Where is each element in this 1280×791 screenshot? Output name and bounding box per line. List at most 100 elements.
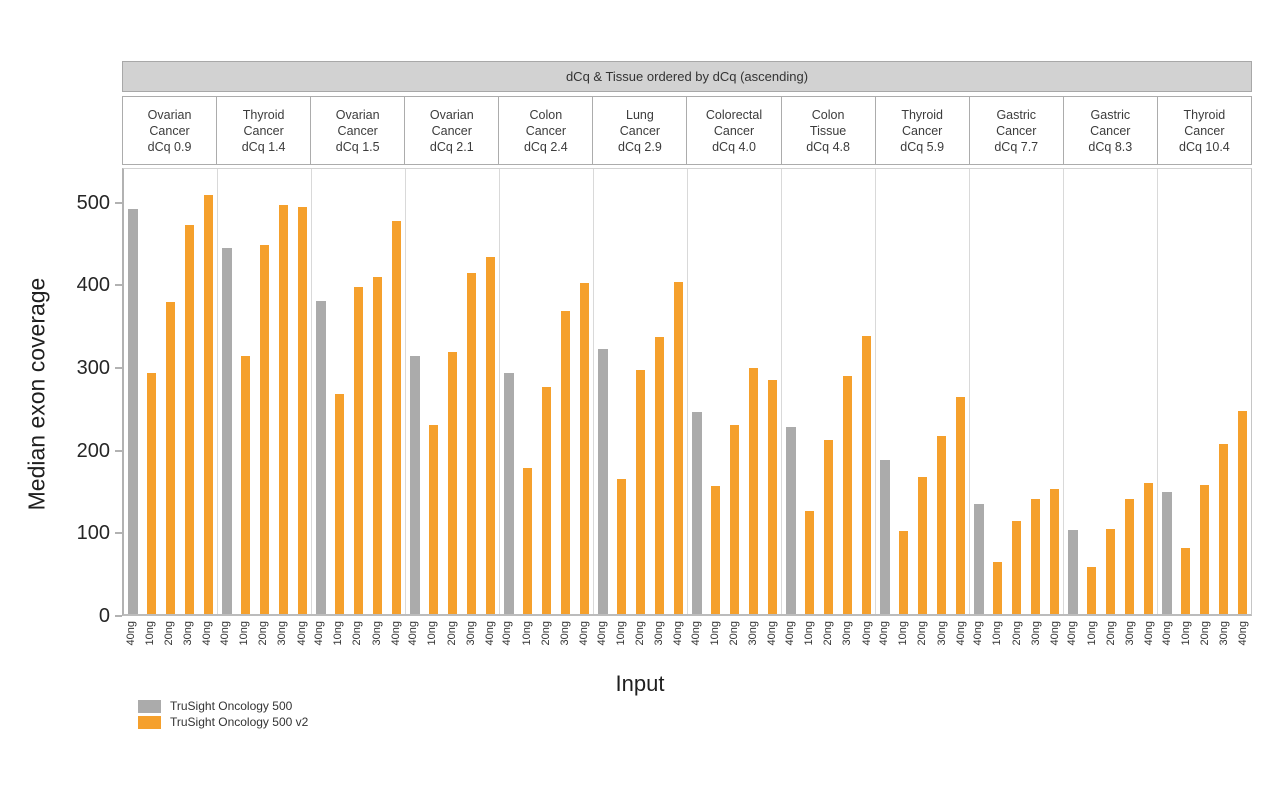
- bar: [1124, 499, 1135, 614]
- x-tick-label: 30ng: [653, 621, 666, 646]
- bar: [598, 349, 608, 614]
- x-tick-slot: 20ng: [916, 621, 929, 667]
- x-tick-slot: 40ng: [766, 621, 778, 667]
- facet-tissue-line: Cancer: [713, 123, 755, 138]
- x-tick-slot: 30ng: [747, 621, 760, 667]
- x-tick-slot: 20ng: [446, 621, 458, 667]
- facet-label-cell: Colon Tissue dCq 4.8: [782, 97, 876, 164]
- x-tick-slot: 40ng: [784, 621, 796, 667]
- x-tick-group: 40ng 10ng 20ng 30ng 40ng: [875, 621, 969, 667]
- x-tick-label: 30ng: [182, 621, 195, 646]
- x-tick-slot: 20ng: [1105, 621, 1117, 667]
- x-tick-slot: 10ng: [520, 621, 533, 667]
- x-tick-group: 40ng 10ng 20ng 30ng 40ng: [781, 621, 875, 667]
- x-tick-slot: 40ng: [501, 621, 513, 667]
- bar: [541, 386, 552, 614]
- facet-dcq-label: dCq 1.5: [335, 139, 380, 154]
- facet-tissue-line: Colorectal: [705, 107, 763, 122]
- bar: [842, 375, 853, 614]
- facet-panel: [688, 169, 782, 614]
- facet-panel: [500, 169, 594, 614]
- x-tick-slot: 40ng: [390, 621, 402, 667]
- facet-tissue-line: Cancer: [1090, 123, 1131, 138]
- facet-label-cell: Ovarian Cancer dCq 2.1: [405, 97, 500, 164]
- x-tick-label: 20ng: [916, 621, 929, 646]
- bar: [786, 427, 796, 614]
- x-tick-label: 40ng: [1143, 621, 1156, 646]
- x-tick-label: 40ng: [1066, 621, 1079, 646]
- x-tick-slot: 30ng: [1218, 621, 1230, 667]
- bar: [410, 355, 420, 614]
- facet-dcq-label: dCq 0.9: [147, 139, 192, 154]
- bar: [673, 281, 683, 614]
- x-tick-label: 40ng: [954, 621, 967, 646]
- facet-tissue-line: Cancer: [996, 123, 1037, 138]
- x-tick-label: 40ng: [218, 621, 231, 646]
- facet-dcq-label: dCq 10.4: [1179, 139, 1230, 154]
- facet-tissue-line: Colon: [811, 107, 845, 122]
- facet-panel: [124, 169, 218, 614]
- bar: [1011, 520, 1022, 614]
- x-tick-label: 20ng: [351, 621, 364, 646]
- x-tick-label: 20ng: [1010, 621, 1023, 646]
- facet-label-cell: Thyroid Cancer dCq 10.4: [1158, 97, 1251, 164]
- x-tick-label: 10ng: [803, 621, 816, 646]
- facet-dcq-label: dCq 8.3: [1088, 139, 1133, 154]
- bar: [184, 225, 195, 614]
- legend-label: TruSight Oncology 500 v2: [170, 715, 309, 729]
- x-tick-label: 20ng: [539, 621, 552, 646]
- x-tick-slot: 10ng: [144, 621, 156, 667]
- x-tick-label: 10ng: [1179, 621, 1192, 646]
- facet-tissue-line: Ovarian: [335, 107, 380, 122]
- x-tick-label: 40ng: [1048, 621, 1061, 646]
- x-tick-slot: 40ng: [861, 621, 873, 667]
- x-tick-slot: 20ng: [1010, 621, 1023, 667]
- bar: [297, 207, 307, 614]
- x-tick-label: 10ng: [520, 621, 533, 646]
- x-tick-label: 20ng: [257, 621, 270, 646]
- x-tick-slot: 40ng: [578, 621, 590, 667]
- x-tick-slot: 20ng: [351, 621, 364, 667]
- facet-tissue-line: Cancer: [431, 123, 472, 138]
- bar: [1162, 491, 1172, 614]
- x-tick-label: 30ng: [464, 621, 477, 646]
- bar: [767, 379, 777, 614]
- x-tick-slot: 10ng: [1086, 621, 1098, 667]
- x-axis-title: Input: [615, 671, 665, 696]
- x-tick-slot: 40ng: [1143, 621, 1156, 667]
- bar: [240, 355, 251, 614]
- facet-panel: [782, 169, 876, 614]
- x-tick-slot: 30ng: [935, 621, 948, 667]
- x-tick-slot: 30ng: [1030, 621, 1042, 667]
- facet-label-row: Ovarian Cancer dCq 0.9 Thyroid Cancer dCq 1.4…: [122, 96, 1252, 165]
- facet-tissue-line: Tissue: [809, 123, 847, 138]
- facet-label-cell: Colorectal Cancer dCq 4.0: [687, 97, 782, 164]
- x-tick-label: 30ng: [747, 621, 760, 646]
- x-tick-label: 10ng: [614, 621, 627, 646]
- x-tick-label: 10ng: [332, 621, 345, 646]
- facet-dcq-label: dCq 2.1: [429, 139, 474, 154]
- legend-item: TruSight Oncology 500 v2: [138, 714, 308, 730]
- bar: [203, 194, 213, 614]
- bar: [1049, 489, 1059, 614]
- facet-tissue-line: Thyroid: [242, 107, 285, 122]
- y-tick-mark: [115, 615, 122, 617]
- facet-tissue-line: Thyroid: [1183, 107, 1226, 122]
- facet-label-cell: Thyroid Cancer dCq 1.4: [217, 97, 312, 164]
- bar: [974, 504, 984, 614]
- x-tick-label: 40ng: [124, 621, 137, 646]
- bar: [146, 373, 157, 614]
- y-tick-label: 100: [76, 522, 110, 545]
- x-tick-label: 30ng: [935, 621, 948, 646]
- bar: [466, 273, 477, 614]
- facet-dcq-label: dCq 4.0: [712, 139, 756, 154]
- x-tick-label: 10ng: [991, 621, 1004, 646]
- x-tick-slot: 40ng: [672, 621, 684, 667]
- x-tick-slot: 40ng: [1066, 621, 1079, 667]
- x-tick-label: 40ng: [483, 621, 496, 646]
- x-tick-label: 30ng: [558, 621, 571, 646]
- bar: [391, 221, 401, 614]
- bar: [504, 372, 514, 614]
- y-tick-mark: [115, 284, 122, 287]
